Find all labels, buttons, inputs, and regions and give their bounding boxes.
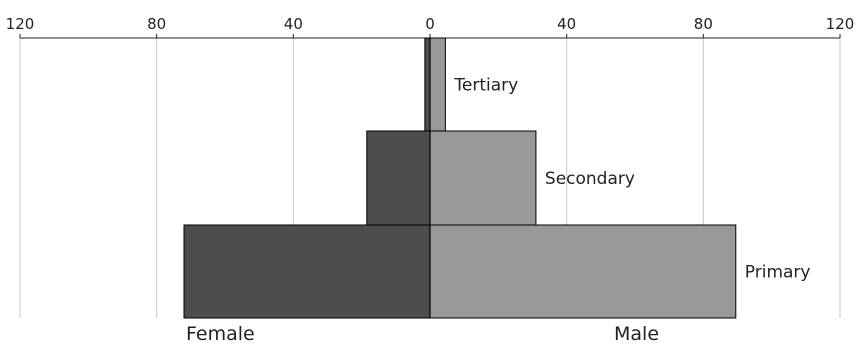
x-tick-label: 120 xyxy=(6,15,35,33)
bar-female-primary xyxy=(183,224,431,319)
x-tick-label: 120 xyxy=(826,15,855,33)
bar-male-primary xyxy=(429,224,737,319)
x-tick-label: 40 xyxy=(284,15,303,33)
bar-male-tertiary xyxy=(429,37,446,132)
x-tick-label: 80 xyxy=(694,15,713,33)
x-tick-label: 40 xyxy=(557,15,576,33)
series-label-male: Male xyxy=(614,323,659,345)
category-label: Secondary xyxy=(545,169,635,189)
bar-female-secondary xyxy=(366,130,431,226)
bar-male-secondary xyxy=(429,130,537,226)
category-label: Primary xyxy=(745,263,811,283)
x-tick-label: 0 xyxy=(425,15,435,33)
series-label-female: Female xyxy=(186,323,255,345)
bar-female-tertiary xyxy=(424,37,431,132)
category-label: Tertiary xyxy=(453,76,518,96)
x-tick-label: 80 xyxy=(147,15,166,33)
